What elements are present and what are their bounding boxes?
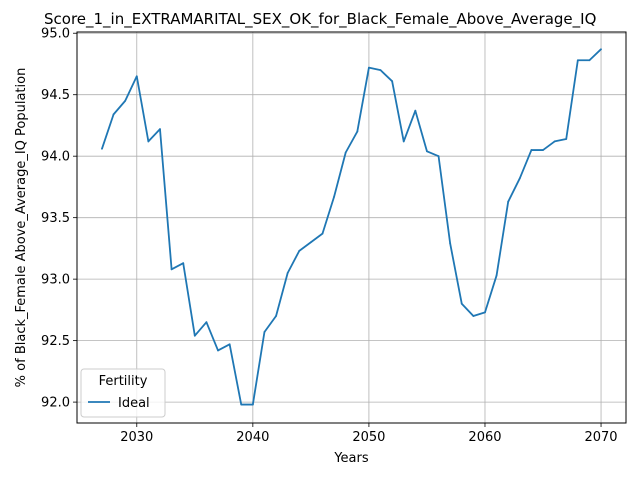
x-axis-label: Years <box>333 451 369 466</box>
data-point <box>112 113 115 116</box>
y-axis-label: % of Black_Female Above_Average_IQ Popul… <box>14 68 29 388</box>
x-tick-label: 2070 <box>584 430 617 445</box>
y-tick-label: 93.0 <box>41 273 70 288</box>
data-point <box>426 150 428 153</box>
data-point <box>542 149 544 151</box>
data-point <box>391 80 394 83</box>
data-point <box>379 69 382 72</box>
data-point <box>495 274 498 277</box>
grid-lines <box>77 32 626 423</box>
y-tick-label: 94.0 <box>41 150 70 165</box>
data-point <box>170 268 173 271</box>
data-point <box>437 155 440 158</box>
data-point <box>101 147 103 150</box>
y-tick-label: 93.5 <box>41 211 70 226</box>
data-point <box>298 249 301 252</box>
y-axis-ticks: 92.0 92.5 93.0 93.5 94.0 94.5 95.0 <box>41 27 77 411</box>
x-tick-label: 2040 <box>236 430 269 445</box>
series-lines <box>101 48 602 406</box>
data-point <box>159 128 161 131</box>
data-point <box>333 195 335 198</box>
data-point <box>182 262 185 265</box>
legend-title: Fertility <box>99 374 148 389</box>
data-point <box>588 59 591 62</box>
data-point <box>565 138 568 140</box>
data-point <box>275 315 277 317</box>
data-point <box>147 140 150 143</box>
y-tick-label: 92.5 <box>41 334 70 349</box>
x-tick-label: 2060 <box>468 430 501 445</box>
data-point <box>402 140 405 143</box>
legend: Fertility Ideal <box>80 368 166 418</box>
data-point <box>240 403 243 406</box>
data-point <box>530 149 533 151</box>
legend-box <box>80 368 166 418</box>
data-point <box>263 331 266 333</box>
data-point <box>414 109 417 112</box>
data-point <box>356 130 359 133</box>
y-tick-label: 92.0 <box>41 396 70 411</box>
data-point <box>507 200 510 203</box>
data-point <box>193 334 196 337</box>
data-point <box>553 140 556 143</box>
data-point <box>449 242 452 245</box>
data-point <box>228 343 231 346</box>
legend-label-ideal: Ideal <box>118 396 150 411</box>
data-point <box>135 75 138 78</box>
data-point <box>484 311 486 314</box>
data-point <box>124 99 127 102</box>
y-tick-label: 94.5 <box>41 88 70 103</box>
data-point <box>460 302 463 305</box>
data-point <box>321 232 324 235</box>
data-point <box>600 48 602 51</box>
data-point <box>472 315 475 317</box>
chart-title: Score_1_in_EXTRAMARITAL_SEX_OK_for_Black… <box>44 10 596 29</box>
data-point <box>251 403 254 406</box>
data-point <box>344 151 347 154</box>
y-tick-label: 95.0 <box>41 27 70 42</box>
data-point <box>518 177 521 180</box>
plot-frame <box>76 31 627 424</box>
data-point <box>576 59 579 62</box>
x-axis-ticks: 2030 2040 2050 2060 2070 <box>120 423 618 445</box>
x-tick-label: 2030 <box>120 430 153 445</box>
data-point <box>217 349 219 352</box>
data-point <box>309 241 312 244</box>
x-tick-label: 2050 <box>352 430 385 445</box>
data-point <box>205 321 208 324</box>
data-point <box>286 272 289 274</box>
series-line-ideal <box>101 48 602 406</box>
data-point <box>368 66 370 69</box>
